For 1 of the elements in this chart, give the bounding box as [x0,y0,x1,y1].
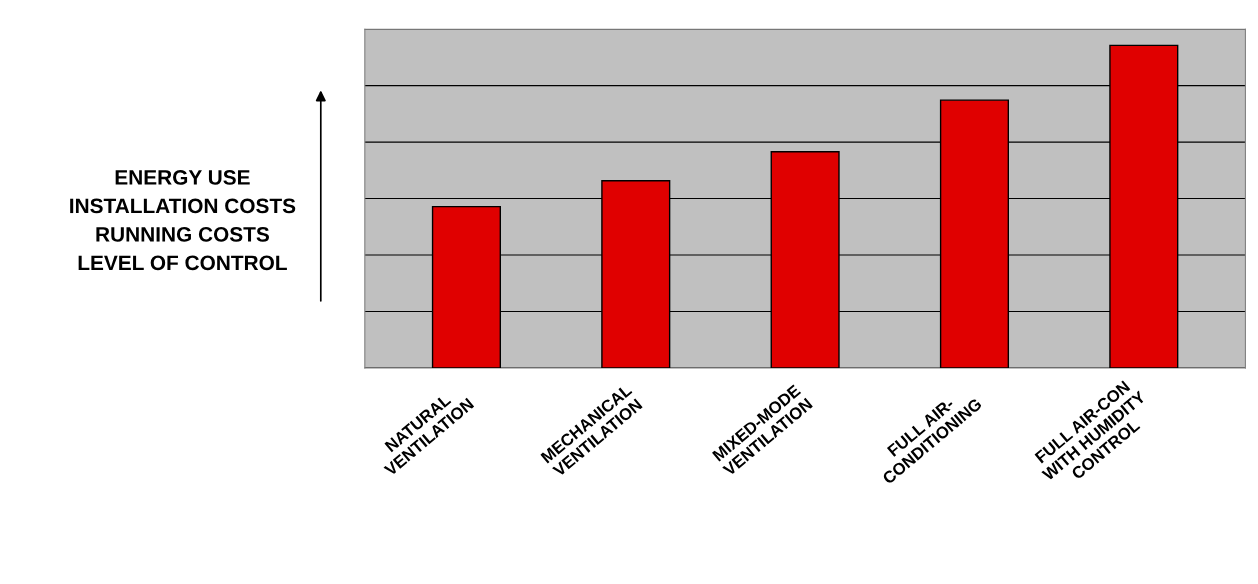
y-axis-title: ENERGY USE INSTALLATION COSTS RUNNING COSTS LEVEL OF CONTROL [70,170,296,271]
